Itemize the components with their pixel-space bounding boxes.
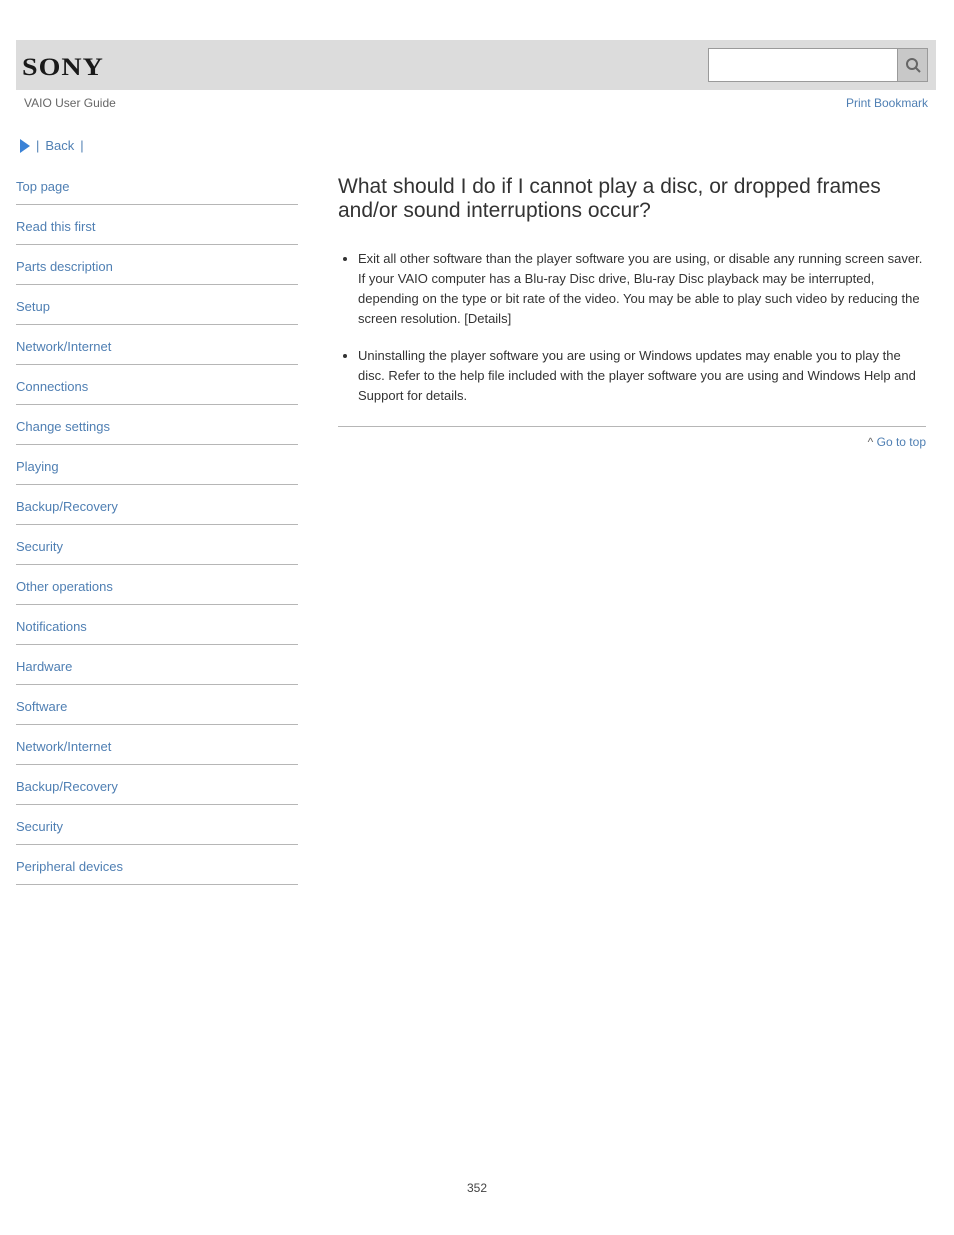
brand-logo: SONY xyxy=(22,54,104,83)
back-link[interactable]: | Back | xyxy=(20,138,936,153)
nav-read[interactable]: Read this first xyxy=(16,205,298,245)
nav-network[interactable]: Network/Internet xyxy=(16,325,298,365)
back-label: Back xyxy=(45,138,74,153)
chevron-right-icon xyxy=(20,139,30,153)
nav-backup-recovery-2[interactable]: Backup/Recovery xyxy=(16,765,298,805)
sub-bar: VAIO User Guide Print Bookmark xyxy=(16,90,936,118)
article-title: What should I do if I cannot play a disc… xyxy=(338,175,926,223)
nav-security-2[interactable]: Security xyxy=(16,805,298,845)
nav-backup[interactable]: Backup/Recovery xyxy=(16,485,298,525)
nav-hardware[interactable]: Hardware xyxy=(16,645,298,685)
page-number: 352 xyxy=(0,1181,954,1195)
product-name: VAIO User Guide xyxy=(24,96,116,110)
nav-setup[interactable]: Setup xyxy=(16,285,298,325)
header-bar: SONY xyxy=(16,40,936,90)
print-link[interactable]: Print xyxy=(846,96,871,110)
nav-settings[interactable]: Change settings xyxy=(16,405,298,445)
nav-security[interactable]: Security xyxy=(16,525,298,565)
nav-parts[interactable]: Parts description xyxy=(16,245,298,285)
nav-peripheral[interactable]: Peripheral devices xyxy=(16,845,298,885)
nav-network-internet-2[interactable]: Network/Internet xyxy=(16,725,298,765)
divider xyxy=(338,426,926,427)
search-wrap xyxy=(708,48,928,82)
sidebar-nav: Top pageRead this firstParts description… xyxy=(16,175,298,885)
article-bullet: Uninstalling the player software you are… xyxy=(358,346,926,406)
nav-other[interactable]: Other operations xyxy=(16,565,298,605)
nav-software[interactable]: Software xyxy=(16,685,298,725)
back-suffix: | xyxy=(80,138,83,153)
search-input[interactable] xyxy=(708,48,898,82)
article-bullet: Exit all other software than the player … xyxy=(358,249,926,330)
back-prefix: | xyxy=(36,138,39,153)
bookmark-link[interactable]: Bookmark xyxy=(874,96,928,110)
search-icon xyxy=(904,56,922,74)
main-content: What should I do if I cannot play a disc… xyxy=(338,175,936,885)
nav-top: Top page xyxy=(16,175,298,205)
caret-up-icon: ^ xyxy=(868,435,874,449)
nav-notifications[interactable]: Notifications xyxy=(16,605,298,645)
nav-connections[interactable]: Connections xyxy=(16,365,298,405)
go-top-link[interactable]: Go to top xyxy=(877,435,926,449)
search-button[interactable] xyxy=(898,48,928,82)
article-bullets: Exit all other software than the player … xyxy=(338,249,926,406)
nav-playing[interactable]: Playing xyxy=(16,445,298,485)
